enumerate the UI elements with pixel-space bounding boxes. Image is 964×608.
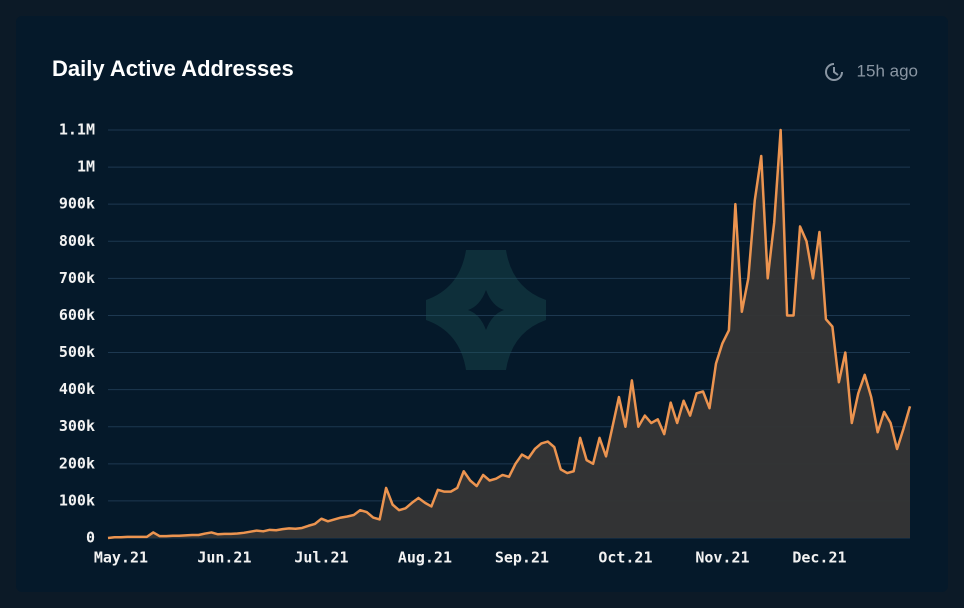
- x-tick-label: Aug.21: [398, 549, 452, 567]
- x-tick-label: Dec.21: [792, 549, 846, 567]
- chart-title: Daily Active Addresses: [52, 56, 294, 81]
- x-tick-label: Sep.21: [495, 549, 549, 567]
- area: [108, 130, 910, 538]
- y-tick-label: 600k: [59, 306, 95, 324]
- y-tick-label: 1M: [77, 158, 95, 176]
- y-tick-label: 1.1M: [59, 121, 95, 139]
- updated-time: 15h ago: [857, 61, 918, 80]
- y-tick-label: 500k: [59, 343, 95, 361]
- y-tick-label: 200k: [59, 454, 95, 472]
- clock-hand: [833, 67, 839, 76]
- y-tick-label: 400k: [59, 380, 95, 398]
- x-tick-label: Nov.21: [695, 549, 749, 567]
- plot: 0 100k 200k 300k 400k 500k 600k 700k 800k 900k 1M 1…: [59, 121, 912, 567]
- y-tick-label: 0: [86, 529, 95, 547]
- x-tick-label: May.21: [94, 549, 148, 567]
- clock-arc: [825, 63, 843, 81]
- y-tick-label: 100k: [59, 491, 95, 509]
- y-tick-label: 800k: [59, 232, 95, 250]
- x-tick-label: Jul.21: [294, 549, 348, 567]
- y-tick-label: 700k: [59, 269, 95, 287]
- x-tick-label: Jun.21: [197, 549, 251, 567]
- y-tick-label: 900k: [59, 195, 95, 213]
- line: [107, 128, 912, 540]
- watermark: [426, 250, 546, 370]
- logo: [426, 250, 546, 370]
- x-tick-label: Oct.21: [598, 549, 652, 567]
- y-tick-label: 300k: [59, 417, 95, 435]
- clock-icon: [825, 63, 843, 81]
